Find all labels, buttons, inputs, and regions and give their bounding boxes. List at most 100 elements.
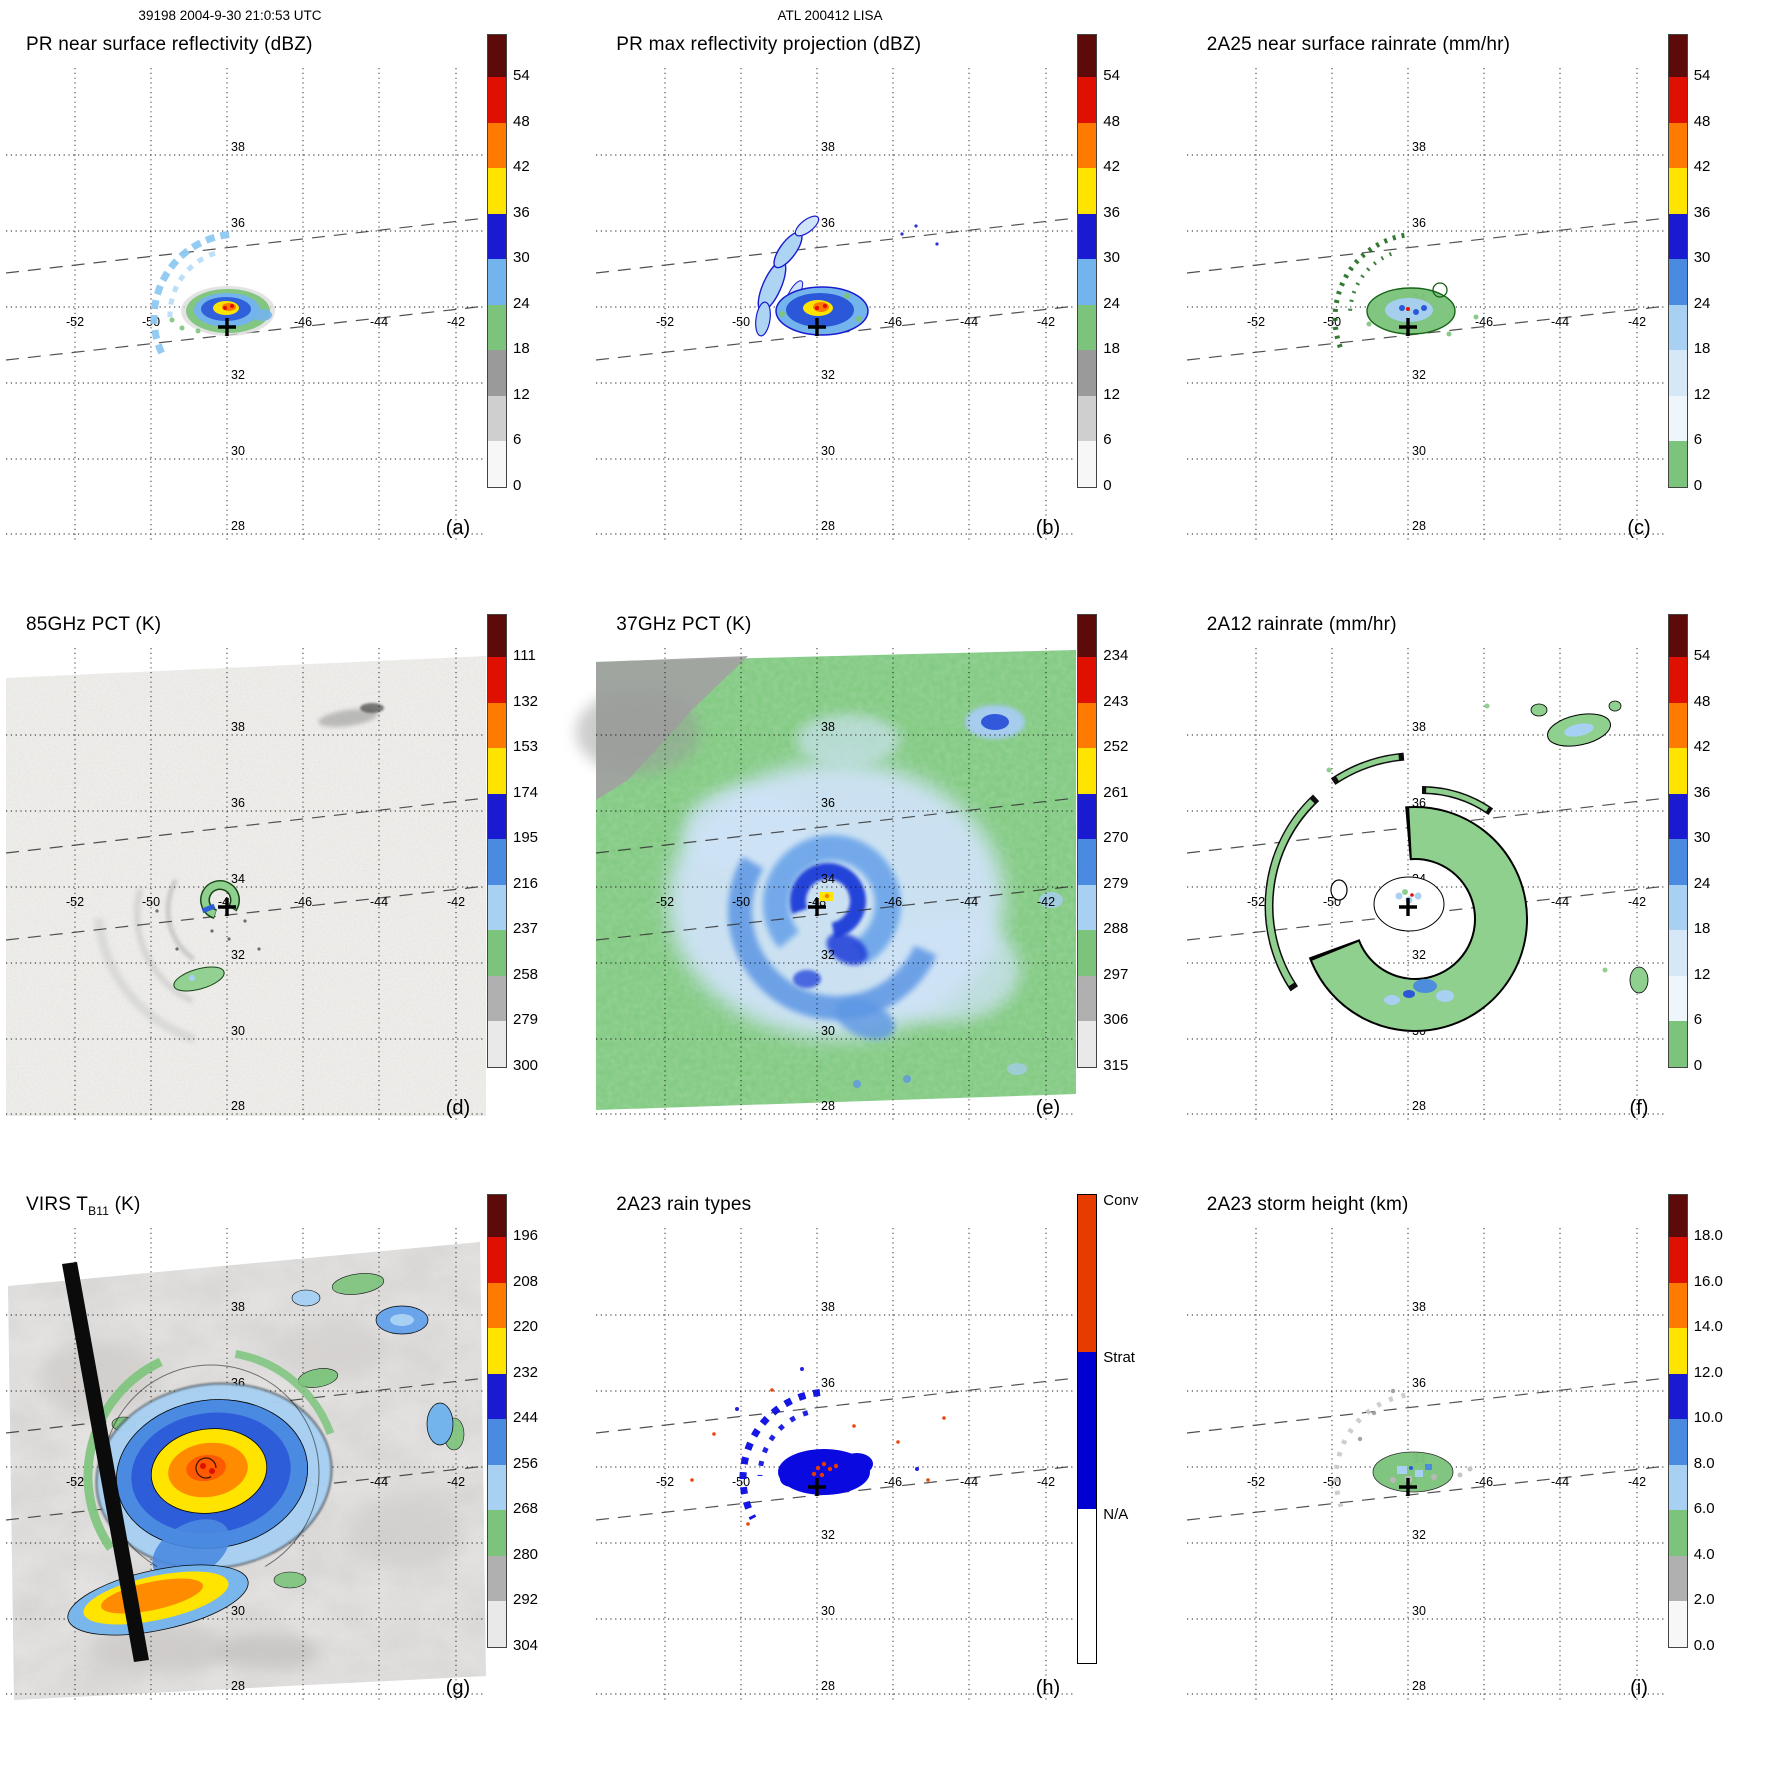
- colorbar-segment: [488, 350, 506, 396]
- storm-feature: [195, 1457, 217, 1479]
- storm-feature: [1326, 767, 1332, 773]
- latitude-label: 38: [231, 720, 245, 734]
- storm-feature: [981, 714, 1010, 730]
- colorbar-segment: [1078, 793, 1097, 840]
- storm-feature: [779, 311, 786, 317]
- colorbar-tick-label: 256: [513, 1454, 539, 1472]
- storm-feature: [1039, 892, 1064, 908]
- storm-feature: [234, 1349, 335, 1435]
- colorbar-segment: [1668, 259, 1687, 305]
- longitude-label: -42: [1628, 1475, 1646, 1489]
- colorbar-segment: [488, 395, 506, 442]
- storm-feature: [735, 1407, 740, 1411]
- storm-feature: [684, 788, 809, 872]
- longitude-label: -52: [66, 1475, 84, 1489]
- latitude-label: 38: [231, 140, 245, 154]
- colorbar-tick-label: 297: [1103, 965, 1129, 983]
- latitude-label: 28: [821, 1679, 835, 1693]
- storm-feature: [828, 1466, 833, 1472]
- orbit-time-header: 39198 2004-9-30 21:0:53 UTC: [138, 8, 322, 23]
- storm-feature: [926, 1478, 931, 1482]
- panel-title: 2A12 rainrate (mm/hr): [1206, 614, 1397, 635]
- storm-feature: [763, 835, 902, 964]
- colorbar-tick-label: 48: [1693, 692, 1711, 710]
- latitude-label: 30: [1412, 444, 1426, 458]
- colorbar-tick-label: 18: [513, 340, 530, 358]
- colorbar-segment: [1668, 1021, 1687, 1067]
- colorbar-segment: [1668, 702, 1687, 749]
- storm-feature: [1007, 1063, 1028, 1075]
- storm-feature: [795, 215, 820, 237]
- colorbar-tick-label: 54: [1693, 67, 1711, 84]
- storm-feature: [746, 1522, 751, 1526]
- colorbar-segment: [488, 213, 506, 260]
- storm-feature: [62, 1262, 149, 1662]
- colorbar-tick-label: 42: [1693, 158, 1711, 176]
- storm-feature: [331, 1273, 385, 1295]
- colorbar-segment: [1668, 1328, 1687, 1374]
- latitude-label: 38: [821, 720, 835, 734]
- longitude-label: -42: [447, 315, 465, 329]
- colorbar-segment: [488, 702, 506, 749]
- storm-feature: [1412, 309, 1419, 315]
- colorbar-tick-label: 8.0: [1693, 1454, 1715, 1472]
- latitude-label: 36: [231, 796, 245, 810]
- colorbar-segment: [488, 122, 506, 169]
- colorbar-tick-label: 300: [513, 1057, 539, 1074]
- swath-boundary-lines: [5, 797, 487, 941]
- colorbar-tick-label: 6: [513, 431, 522, 449]
- storm-feature: [1457, 1472, 1463, 1478]
- texture-noise: [6, 656, 486, 1116]
- colorbar-tick-label: 232: [513, 1363, 539, 1381]
- storm-feature: [201, 903, 216, 914]
- storm-feature: [1335, 754, 1399, 781]
- storm-feature: [576, 690, 701, 774]
- colorbar-segment: [1078, 839, 1097, 885]
- storm-feature: [1398, 305, 1405, 311]
- colorbar-segment: [1078, 1195, 1097, 1352]
- storm-feature: [835, 998, 895, 1040]
- colorbar-tick-label: 306: [1103, 1011, 1129, 1029]
- colorbar-segment: [488, 168, 506, 214]
- storm-feature: [1446, 331, 1452, 337]
- colorbar-tick-label: 0: [513, 477, 522, 494]
- panel-c: 2A25 near surface rainrate (mm/hr) -52 -50…: [1181, 28, 1771, 608]
- colorbar-tick-label: 18: [1693, 340, 1711, 358]
- colorbar-segment: [488, 1510, 506, 1556]
- storm-feature: [841, 1453, 874, 1475]
- storm-feature: [1409, 893, 1414, 897]
- colorbar-tick-label: 30: [1693, 249, 1711, 267]
- colorbar-tick-label: 36: [1103, 203, 1120, 221]
- colorbar-tick-label: 54: [513, 67, 530, 84]
- graticule: [596, 648, 1077, 1123]
- colorbar-tick-label: 0: [1103, 477, 1112, 494]
- colorbar-segment: [1078, 657, 1097, 703]
- swath-boundary-lines: [596, 1377, 1077, 1521]
- colorbar-tick-label: 279: [513, 1011, 539, 1029]
- storm-feature: [230, 304, 234, 308]
- colorbar-tick-label: 258: [513, 965, 539, 983]
- latitude-label: 38: [231, 1300, 245, 1314]
- storm-feature: [844, 293, 851, 299]
- latitude-label: 30: [821, 444, 835, 458]
- storm-feature: [390, 1314, 414, 1326]
- storm-feature: [1396, 1466, 1407, 1474]
- storm-feature: [1357, 1436, 1362, 1442]
- colorbar: [1077, 614, 1098, 1068]
- colorbar-tick-label: 315: [1103, 1057, 1129, 1074]
- latitude-label: 36: [231, 216, 245, 230]
- colorbar-tick-label: 270: [1103, 829, 1129, 847]
- colorbar-tick-label: 42: [513, 158, 530, 176]
- panel-title: 85GHz PCT (K): [26, 614, 162, 635]
- latitude-label: 28: [821, 1099, 835, 1113]
- colorbar-segment: [1668, 930, 1687, 976]
- storm-feature: [1425, 787, 1489, 812]
- longitude-label: -52: [66, 895, 84, 909]
- storm-feature: [1414, 892, 1422, 900]
- longitude-label: -44: [960, 895, 978, 909]
- colorbar-segment: [1668, 1195, 1687, 1237]
- colorbar-segment: [1668, 748, 1687, 794]
